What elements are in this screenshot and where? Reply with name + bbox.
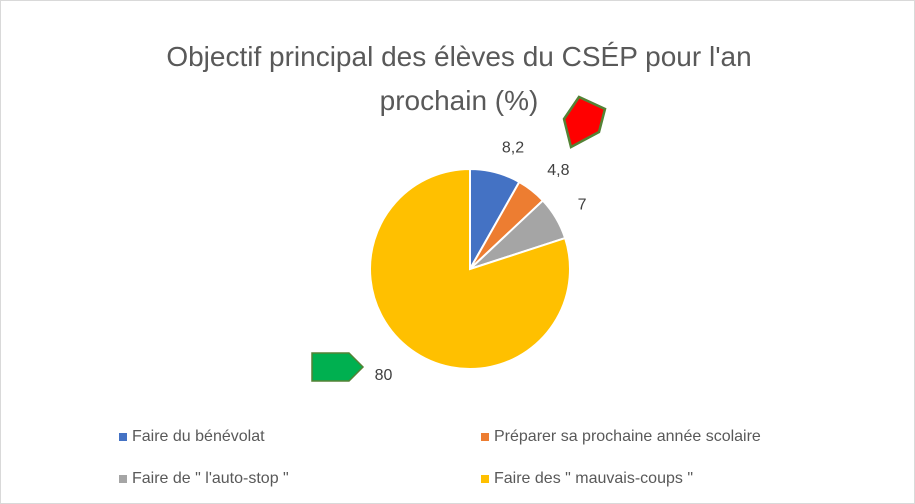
data-label: 80 — [375, 367, 393, 384]
legend-swatch — [119, 475, 127, 483]
legend-swatch — [481, 433, 489, 441]
legend-swatch — [481, 475, 489, 483]
green-arrow-shape — [311, 352, 365, 382]
legend-swatch — [119, 433, 127, 441]
legend-label: Faire du bénévolat — [132, 428, 265, 445]
legend-label: Préparer sa prochaine année scolaire — [494, 428, 761, 445]
chart-title: Objectif principal des élèves du CSÉP po… — [166, 41, 752, 116]
pie-slice — [369, 167, 571, 370]
red-arrow-shape — [562, 95, 607, 149]
data-label: 7 — [578, 197, 587, 214]
data-label: 8,2 — [502, 139, 524, 156]
legend-label: Faire de " l'auto-stop " — [132, 470, 289, 487]
data-label: 4,8 — [547, 162, 569, 179]
legend-label: Faire des " mauvais-coups " — [494, 470, 693, 487]
